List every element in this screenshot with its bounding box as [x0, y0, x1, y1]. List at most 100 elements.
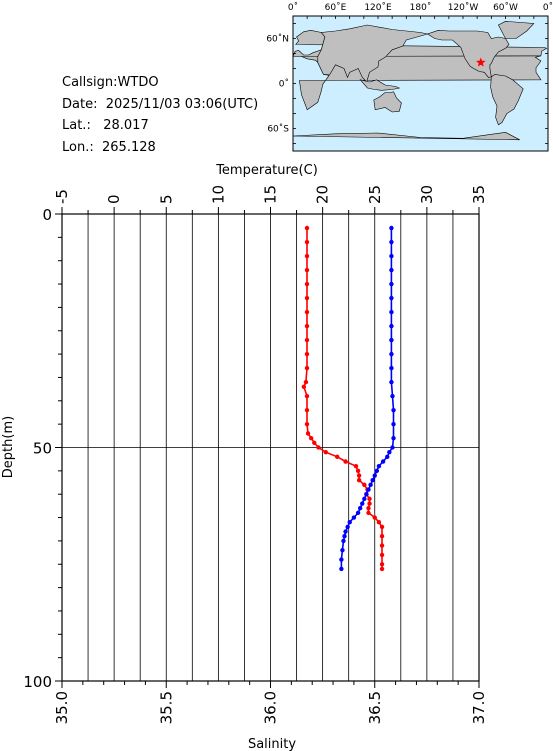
temperature-point [353, 463, 359, 469]
salinity-point [364, 492, 369, 497]
temperature-tick-label: 30 [418, 185, 436, 204]
callsign-row: Callsign:WTDO [62, 72, 258, 94]
map-left-tick-labels: 60˚N 0˚ 60˚S [266, 34, 289, 135]
salinity-point [347, 520, 352, 525]
salinity-point [385, 454, 390, 460]
temperature-axis-title: Temperature(C) [215, 163, 318, 178]
salinity-point [389, 365, 394, 371]
salinity-tick-labels: 35.0 35.5 36.0 36.5 37.0 [53, 691, 488, 724]
salinity-point [374, 468, 380, 474]
temperature-point [323, 449, 328, 455]
map-top-tick-labels: 0˚ 60˚E 120˚E 180˚ 120˚W 60˚W 0˚ [288, 2, 553, 13]
salinity-point [372, 473, 377, 478]
salinity-point [389, 267, 394, 273]
temperature-point [366, 506, 371, 511]
map-land [292, 20, 548, 151]
date-row: Date: 2025/11/03 03:06(UTC) [62, 94, 258, 116]
salinity-point [389, 239, 394, 245]
temperature-point [304, 309, 310, 315]
temperature-point [305, 431, 311, 436]
temperature-tick-label: 25 [366, 185, 384, 204]
map-lon-label: 60˚E [325, 2, 347, 13]
salinity-point [389, 351, 394, 357]
temperature-point [379, 534, 385, 539]
temperature-point [304, 295, 310, 301]
temperature-tick-label: 5 [157, 194, 175, 204]
temperature-point [367, 496, 372, 502]
lat-label: Lat.: [62, 118, 91, 133]
salinity-point [339, 566, 344, 572]
map-frame [292, 15, 549, 152]
salinity-point [391, 435, 396, 441]
map-lat-label: 0˚ [279, 79, 289, 90]
salinity-tick-label: 36.0 [262, 691, 280, 724]
temperature-point [301, 384, 307, 389]
salinity-tick-label: 37.0 [470, 691, 488, 724]
salinity-point [355, 510, 361, 516]
salinity-axis-title: Salinity [248, 737, 296, 751]
temperature-point [304, 225, 310, 231]
salinity-point [340, 548, 345, 553]
map-lon-label: 0˚ [288, 2, 298, 13]
salinity-point [366, 487, 371, 492]
salinity-point [387, 449, 392, 455]
temperature-point [379, 543, 385, 548]
salinity-point [376, 463, 382, 469]
temperature-point [343, 459, 348, 464]
salinity-tick-label: 35.0 [53, 691, 71, 724]
temperature-point [379, 552, 385, 558]
salinity-point [390, 445, 395, 450]
temperature-point [304, 365, 310, 371]
depth-tick-labels: 0 50 100 [23, 206, 52, 691]
salinity-point [389, 323, 394, 329]
profile-plot: -5 0 5 10 15 20 25 30 35 35.0 35.5 36.0 36.5 37.0 05… [1, 163, 488, 751]
temperature-point [335, 454, 340, 460]
map-lon-label: 120˚W [448, 2, 479, 13]
salinity-point [389, 281, 394, 287]
salinity-point [389, 225, 394, 231]
temperature-point [372, 515, 377, 520]
salinity-tick-label: 35.5 [157, 691, 175, 724]
temperature-point [367, 501, 372, 506]
temperature-tick-label: 15 [262, 185, 280, 204]
temperature-tick-label: -5 [53, 189, 71, 204]
map-lon-label: 180˚ [410, 2, 432, 13]
land-australia [373, 91, 402, 113]
lat-row: Lat.: 28.017 [62, 115, 258, 137]
salinity-point [357, 506, 363, 511]
land-greenland [497, 20, 535, 39]
temperature-point [355, 468, 361, 474]
salinity-point [380, 459, 386, 464]
salinity-point [360, 501, 365, 506]
salinity-line [340, 228, 395, 569]
temperature-tick-label: 0 [105, 194, 123, 204]
salinity-point [368, 482, 373, 488]
map-lon-label: 120˚E [364, 2, 392, 13]
temperature-point [376, 520, 382, 525]
salinity-series [339, 225, 396, 572]
depth-tick-label: 100 [23, 673, 52, 691]
temperature-point [304, 323, 310, 329]
callsign-label: Callsign: [62, 75, 118, 90]
temperature-point [304, 239, 310, 245]
temperature-point [303, 379, 309, 385]
salinity-point [391, 407, 396, 413]
salinity-point [389, 309, 394, 315]
temperature-tick-labels: -5 0 5 10 15 20 25 30 35 [53, 185, 488, 204]
salinity-point [342, 534, 347, 539]
salinity-point [362, 496, 367, 502]
salinity-point [391, 421, 396, 427]
temperature-point [304, 351, 310, 357]
temperature-point [312, 440, 317, 446]
station-star-icon [476, 57, 486, 67]
map-lat-label: 60˚S [267, 124, 289, 135]
depth-axis-title: Depth(m) [1, 416, 16, 478]
temperature-point [379, 562, 385, 567]
date-label: Date: [62, 96, 98, 112]
station-info: Callsign:WTDO Date: 2025/11/03 03:06(UTC… [62, 72, 258, 158]
callsign-value: WTDO [117, 75, 159, 90]
temperature-point [366, 510, 371, 516]
land-indonesia [359, 79, 401, 91]
depth-tick-label: 50 [33, 440, 52, 458]
